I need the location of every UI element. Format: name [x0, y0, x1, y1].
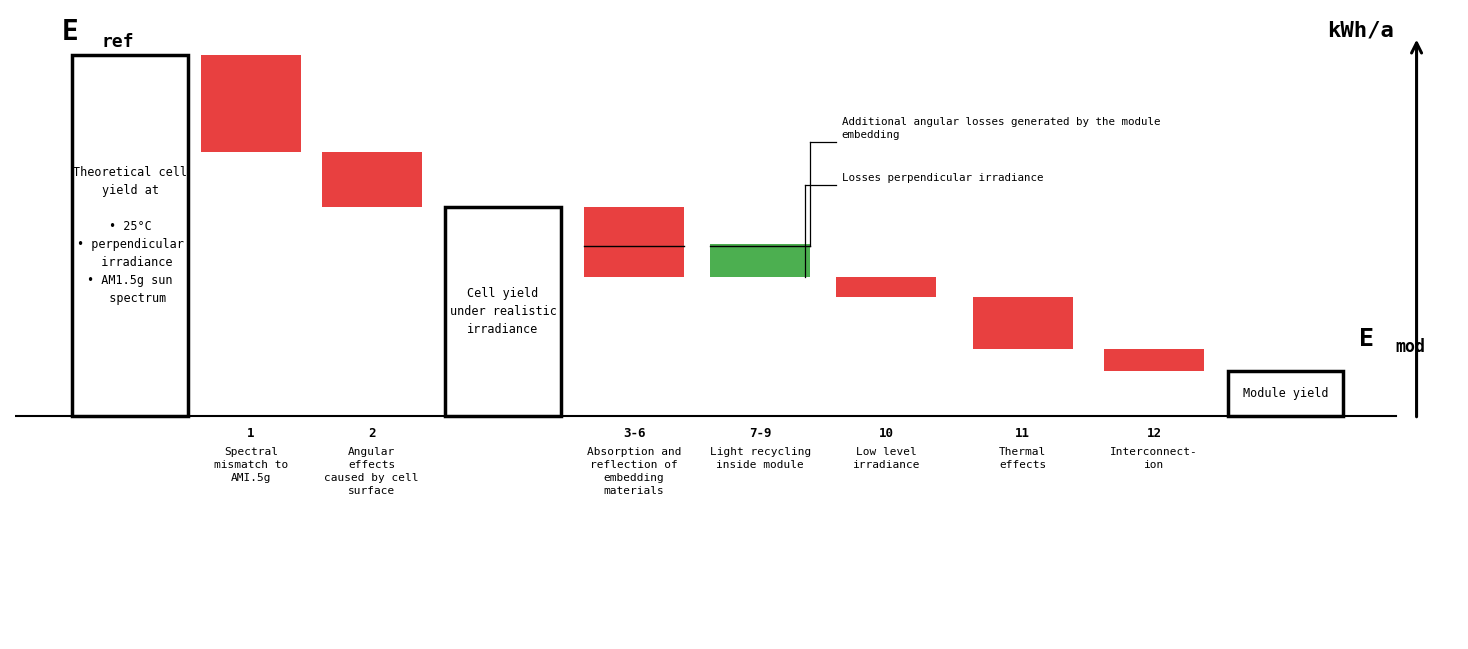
Bar — [1104, 349, 1204, 371]
Text: kWh/a: kWh/a — [1327, 20, 1395, 40]
Text: Theoretical cell
yield at

• 25°C
• perpendicular
  irradiance
• AM1.5g sun
  sp: Theoretical cell yield at • 25°C • perpe… — [73, 166, 188, 305]
Bar — [973, 297, 1073, 349]
Bar — [72, 55, 188, 416]
Bar — [321, 153, 421, 206]
Text: Angular
effects
caused by cell
surface: Angular effects caused by cell surface — [324, 447, 418, 496]
Bar — [445, 206, 561, 416]
Text: Additional angular losses generated by the module
embedding: Additional angular losses generated by t… — [841, 117, 1160, 140]
Bar — [711, 245, 810, 277]
Text: Cell yield
under realistic
irradiance: Cell yield under realistic irradiance — [449, 287, 556, 336]
Bar — [1227, 371, 1343, 416]
Text: ref: ref — [101, 33, 135, 51]
Text: 1: 1 — [247, 427, 255, 440]
Bar — [201, 55, 301, 153]
Text: Low level
irradiance: Low level irradiance — [853, 447, 920, 470]
Text: 10: 10 — [879, 427, 894, 440]
Text: 11: 11 — [1016, 427, 1031, 440]
Text: 7-9: 7-9 — [749, 427, 772, 440]
Text: E: E — [1359, 327, 1374, 351]
Text: Interconnect-
ion: Interconnect- ion — [1110, 447, 1198, 470]
Bar — [584, 206, 684, 277]
Text: mod: mod — [1396, 338, 1425, 356]
Text: Absorption and
reflection of
embedding
materials: Absorption and reflection of embedding m… — [587, 447, 681, 496]
Text: 12: 12 — [1147, 427, 1161, 440]
Text: E: E — [62, 18, 79, 46]
Text: Light recycling
inside module: Light recycling inside module — [709, 447, 810, 470]
Text: Thermal
effects: Thermal effects — [1000, 447, 1047, 470]
Text: Losses perpendicular irradiance: Losses perpendicular irradiance — [841, 173, 1044, 183]
Text: Spectral
mismatch to
AMI.5g: Spectral mismatch to AMI.5g — [214, 447, 288, 483]
Text: Module yield: Module yield — [1242, 387, 1329, 400]
Bar — [837, 277, 937, 297]
Text: 3-6: 3-6 — [622, 427, 646, 440]
Text: 2: 2 — [368, 427, 376, 440]
